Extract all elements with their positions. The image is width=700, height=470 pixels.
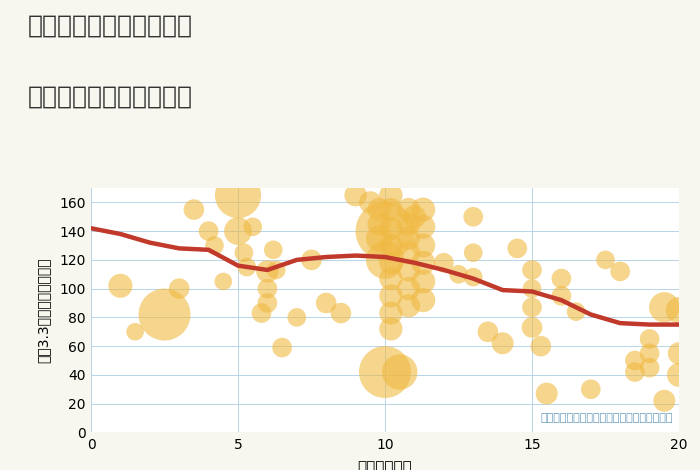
Point: [385, 309, 396, 317]
Point: [374, 206, 385, 213]
Point: [385, 325, 396, 333]
Point: [306, 256, 317, 264]
Point: [174, 285, 185, 292]
Point: [379, 368, 391, 376]
Point: [321, 299, 332, 307]
Point: [438, 259, 449, 266]
Point: [512, 244, 523, 252]
Text: 福岡県九大学研都市駅の: 福岡県九大学研都市駅の: [28, 14, 193, 38]
Point: [629, 368, 641, 376]
Point: [276, 344, 288, 352]
Point: [673, 371, 685, 379]
Point: [271, 266, 282, 274]
Point: [374, 235, 385, 242]
Point: [453, 271, 464, 278]
Point: [526, 266, 538, 274]
Point: [541, 390, 552, 397]
Point: [379, 256, 391, 264]
Point: [262, 285, 273, 292]
Point: [267, 246, 279, 254]
Point: [468, 274, 479, 281]
Point: [262, 267, 273, 275]
Point: [209, 242, 220, 249]
Point: [673, 350, 685, 357]
Point: [247, 223, 258, 231]
Point: [497, 339, 508, 347]
Point: [403, 220, 414, 227]
Point: [468, 249, 479, 257]
Point: [409, 213, 420, 220]
Text: 円の大きさは、取引のあった物件面積を示す: 円の大きさは、取引のあった物件面積を示す: [540, 413, 673, 423]
Point: [556, 275, 567, 282]
Point: [159, 311, 170, 318]
Point: [256, 309, 267, 317]
Point: [644, 350, 655, 357]
Point: [385, 191, 396, 199]
Point: [403, 206, 414, 213]
Point: [365, 199, 376, 206]
Point: [115, 282, 126, 290]
Point: [394, 368, 405, 376]
Point: [385, 292, 396, 299]
Point: [379, 227, 391, 235]
Point: [130, 328, 141, 336]
Point: [418, 278, 429, 285]
Point: [418, 206, 429, 213]
Point: [659, 397, 670, 405]
Point: [526, 285, 538, 292]
Point: [188, 206, 199, 213]
Point: [403, 302, 414, 310]
Point: [218, 278, 229, 285]
Point: [615, 267, 626, 275]
Point: [385, 206, 396, 213]
Point: [673, 306, 685, 314]
Point: [403, 285, 414, 292]
Point: [374, 220, 385, 227]
Point: [600, 256, 611, 264]
Point: [385, 259, 396, 266]
Point: [585, 385, 596, 393]
Point: [385, 275, 396, 282]
Point: [403, 235, 414, 242]
Point: [482, 328, 493, 336]
Point: [232, 191, 244, 199]
Point: [570, 308, 582, 315]
Point: [526, 324, 538, 331]
Point: [659, 304, 670, 311]
Point: [403, 266, 414, 274]
Point: [350, 191, 361, 199]
Point: [291, 313, 302, 321]
Point: [385, 242, 396, 249]
Point: [335, 309, 346, 317]
Point: [238, 249, 249, 257]
Point: [262, 299, 273, 307]
Text: 駅距離別中古戸建て価格: 駅距離別中古戸建て価格: [28, 85, 193, 109]
Point: [468, 213, 479, 220]
X-axis label: 駅距離（分）: 駅距離（分）: [358, 460, 412, 470]
Point: [536, 342, 547, 350]
Point: [241, 263, 253, 271]
Point: [629, 357, 641, 364]
Point: [385, 225, 396, 232]
Y-axis label: 坪（3.3㎡）単価（万円）: 坪（3.3㎡）単価（万円）: [36, 258, 50, 363]
Point: [418, 297, 429, 304]
Point: [403, 249, 414, 257]
Point: [556, 292, 567, 299]
Point: [418, 223, 429, 231]
Point: [418, 259, 429, 266]
Point: [526, 304, 538, 311]
Point: [418, 242, 429, 249]
Point: [203, 227, 214, 235]
Point: [644, 364, 655, 371]
Point: [644, 335, 655, 343]
Point: [232, 227, 244, 235]
